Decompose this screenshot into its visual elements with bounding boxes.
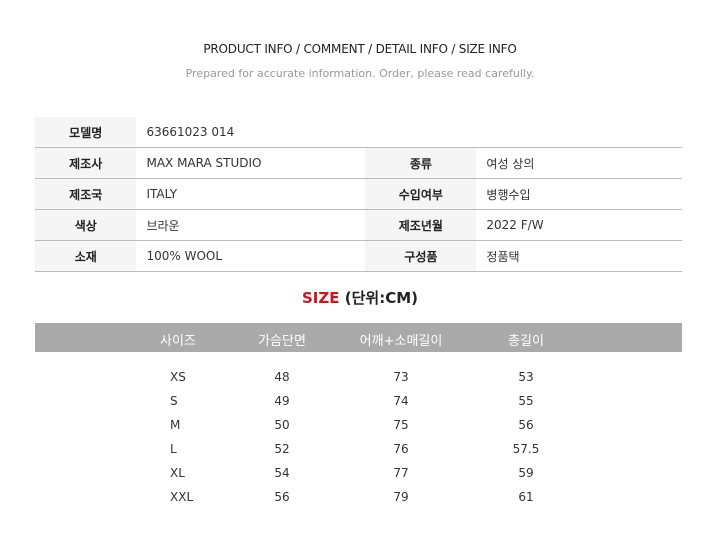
size-row: S 49 74 55 [0, 394, 720, 418]
size-cell: 77 [393, 466, 409, 480]
size-cell: 61 [518, 490, 534, 504]
size-cell: 48 [274, 370, 290, 384]
section-subtitle: Prepared for accurate information. Order… [185, 67, 535, 80]
size-cell: 50 [274, 418, 290, 432]
section-title: PRODUCT INFO / COMMENT / DETAIL INFO / S… [203, 42, 517, 56]
size-cell: 55 [518, 394, 534, 408]
size-cell: 59 [518, 466, 534, 480]
size-cell: 54 [274, 466, 290, 480]
size-row: L 52 76 57.5 [0, 442, 720, 466]
size-unit: (단위:CM) [339, 289, 418, 307]
size-cell: 57.5 [512, 442, 540, 456]
size-cell: 52 [274, 442, 290, 456]
info-row: 제조국 ITALY 수입여부 병행수입 [35, 178, 682, 210]
size-row: XL 54 77 59 [0, 466, 720, 490]
info-value: 100% WOOL [136, 240, 366, 272]
info-row: 색상 브라운 제조년월 2022 F/W [35, 209, 682, 241]
info-value: 63661023 014 [136, 117, 366, 148]
info-label: 구성품 [365, 240, 477, 272]
info-row: 제조사 MAX MARA STUDIO 종류 여성 상의 [35, 147, 682, 179]
product-info-table: 모델명 63661023 014 제조사 MAX MARA STUDIO 종류 여성 상의… [35, 117, 682, 272]
info-label [365, 117, 477, 148]
size-cell: L [170, 442, 177, 456]
size-title: SIZE (단위:CM) [0, 287, 720, 308]
info-value: 병행수입 [476, 178, 682, 210]
info-value: 정품택 [476, 240, 682, 272]
info-label: 종류 [365, 147, 477, 179]
size-header-cell: 어깨+소매길이 [359, 334, 443, 349]
info-row: 소재 100% WOOL 구성품 정품택 [35, 240, 682, 272]
size-table-header: 사이즈 가슴단면 어깨+소매길이 총길이 [35, 323, 682, 352]
info-label: 제조사 [35, 147, 137, 179]
size-cell: 76 [393, 442, 409, 456]
info-value: 여성 상의 [476, 147, 682, 179]
info-label: 제조년월 [365, 209, 477, 241]
size-row: XXL 56 79 61 [0, 490, 720, 514]
info-row: 모델명 63661023 014 [35, 117, 682, 148]
size-title-label: SIZE [302, 289, 340, 307]
size-header-cell: 사이즈 [160, 334, 196, 349]
info-label: 제조국 [35, 178, 137, 210]
size-cell: 79 [393, 490, 409, 504]
info-value: 2022 F/W [476, 209, 682, 241]
size-cell: 53 [518, 370, 534, 384]
info-value: ITALY [136, 178, 366, 210]
size-row: XS 48 73 53 [0, 370, 720, 394]
size-cell: S [170, 394, 178, 408]
size-cell: 49 [274, 394, 290, 408]
info-value: 브라운 [136, 209, 366, 241]
info-label: 색상 [35, 209, 137, 241]
size-cell: 74 [393, 394, 409, 408]
size-cell: 56 [274, 490, 290, 504]
info-label: 모델명 [35, 117, 137, 148]
size-header-cell: 총길이 [508, 334, 544, 349]
size-header-cell: 가슴단면 [258, 334, 306, 349]
info-value: MAX MARA STUDIO [136, 147, 366, 179]
size-cell: M [170, 418, 181, 432]
size-cell: XXL [170, 490, 194, 504]
size-cell: XL [170, 466, 185, 480]
info-label: 소재 [35, 240, 137, 272]
size-row: M 50 75 56 [0, 418, 720, 442]
size-cell: 56 [518, 418, 534, 432]
info-label: 수입여부 [365, 178, 477, 210]
size-cell: 73 [393, 370, 409, 384]
info-value [476, 117, 682, 148]
size-cell: XS [170, 370, 186, 384]
size-cell: 75 [393, 418, 409, 432]
